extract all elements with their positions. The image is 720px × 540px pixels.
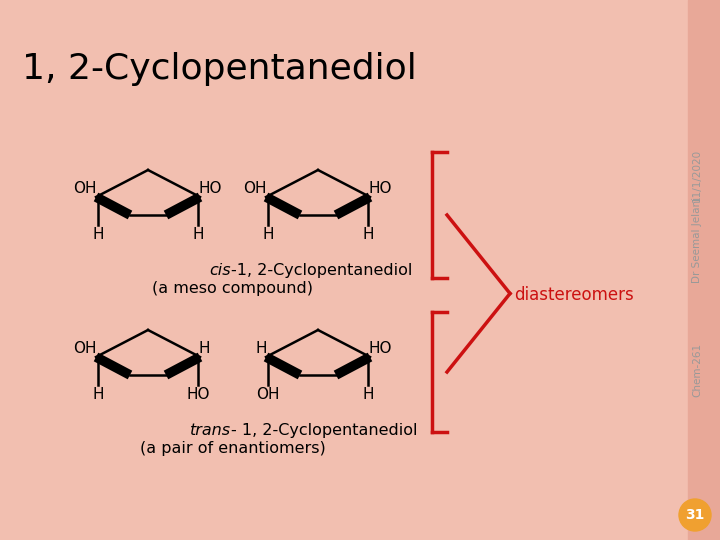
Text: 31: 31 bbox=[685, 508, 705, 522]
Text: H: H bbox=[92, 227, 104, 242]
Text: OH: OH bbox=[73, 341, 97, 356]
Text: H: H bbox=[92, 387, 104, 402]
Text: H: H bbox=[199, 341, 210, 356]
Text: H: H bbox=[362, 387, 374, 402]
Text: - 1, 2-Cyclopentanediol: - 1, 2-Cyclopentanediol bbox=[231, 423, 418, 438]
Text: HO: HO bbox=[199, 181, 222, 196]
Text: OH: OH bbox=[256, 387, 280, 402]
Circle shape bbox=[679, 499, 711, 531]
Text: trans: trans bbox=[190, 423, 231, 438]
Text: H: H bbox=[262, 227, 274, 242]
Text: Dr Seemal Jelani: Dr Seemal Jelani bbox=[692, 197, 702, 283]
Text: H: H bbox=[256, 341, 267, 356]
Text: -1, 2-Cyclopentanediol: -1, 2-Cyclopentanediol bbox=[231, 263, 413, 278]
Text: HO: HO bbox=[369, 341, 392, 356]
Text: 1, 2-Cyclopentanediol: 1, 2-Cyclopentanediol bbox=[22, 52, 417, 86]
Text: H: H bbox=[192, 227, 204, 242]
Text: HO: HO bbox=[369, 181, 392, 196]
Text: (a meso compound): (a meso compound) bbox=[153, 281, 313, 296]
Text: OH: OH bbox=[243, 181, 267, 196]
Text: Chem-261: Chem-261 bbox=[692, 343, 702, 397]
Text: H: H bbox=[362, 227, 374, 242]
Text: 11/1/2020: 11/1/2020 bbox=[692, 148, 702, 201]
Text: cis: cis bbox=[210, 263, 231, 278]
Text: HO: HO bbox=[186, 387, 210, 402]
Bar bbox=[688, 0, 720, 540]
Text: OH: OH bbox=[73, 181, 97, 196]
Text: diastereomers: diastereomers bbox=[514, 287, 634, 305]
Text: (a pair of enantiomers): (a pair of enantiomers) bbox=[140, 441, 326, 456]
